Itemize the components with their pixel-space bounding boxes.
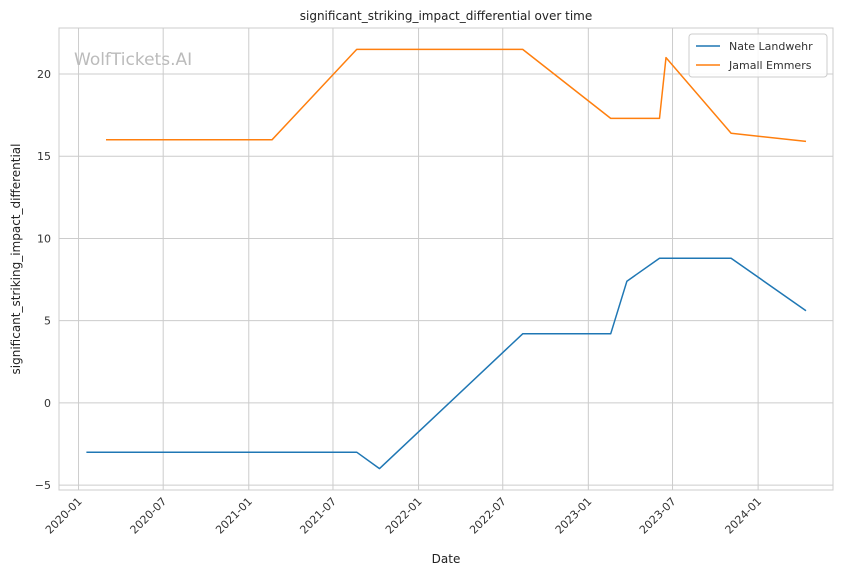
grid: [59, 28, 833, 490]
legend-label-jamall-emmers: Jamall Emmers: [728, 59, 812, 72]
y-tick-label: 5: [44, 315, 51, 328]
legend-label-nate-landwehr: Nate Landwehr: [729, 40, 813, 53]
legend: Nate Landwehr Jamall Emmers: [688, 33, 828, 78]
y-tick-label: 0: [44, 397, 51, 410]
y-tick-label: 20: [37, 68, 51, 81]
series-line-nate-landwehr: [86, 257, 807, 470]
y-axis-ticks: −5 0 5 10 15 20: [35, 68, 51, 492]
y-tick-label: 15: [37, 150, 51, 163]
legend-box: [688, 33, 828, 78]
watermark: WolfTickets.AI: [74, 50, 192, 70]
chart-title: significant_striking_impact_differential…: [300, 9, 592, 23]
x-axis-title: Date: [432, 552, 461, 566]
y-tick-label: −5: [35, 479, 51, 492]
y-tick-label: 10: [37, 232, 51, 245]
y-axis-title: significant_striking_impact_differential: [9, 144, 23, 375]
series-line-jamall-emmers: [106, 48, 807, 143]
plot-area: [58, 27, 834, 491]
series-lines: [86, 48, 807, 470]
